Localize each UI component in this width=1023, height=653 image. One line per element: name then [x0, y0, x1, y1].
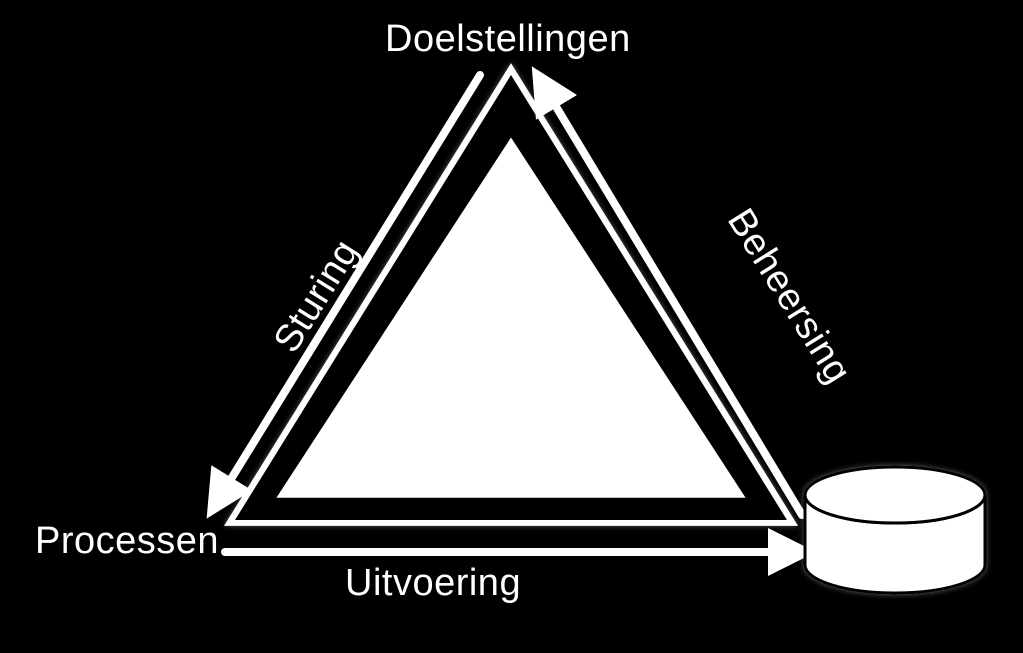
database-icon — [805, 467, 985, 593]
node-label-bottom: Uitvoering — [345, 562, 521, 605]
diagram-stage: Doelstellingen Processen Uitvoering Stur… — [0, 0, 1023, 653]
node-label-top: Doelstellingen — [385, 18, 631, 61]
node-label-left: Processen — [35, 520, 219, 563]
